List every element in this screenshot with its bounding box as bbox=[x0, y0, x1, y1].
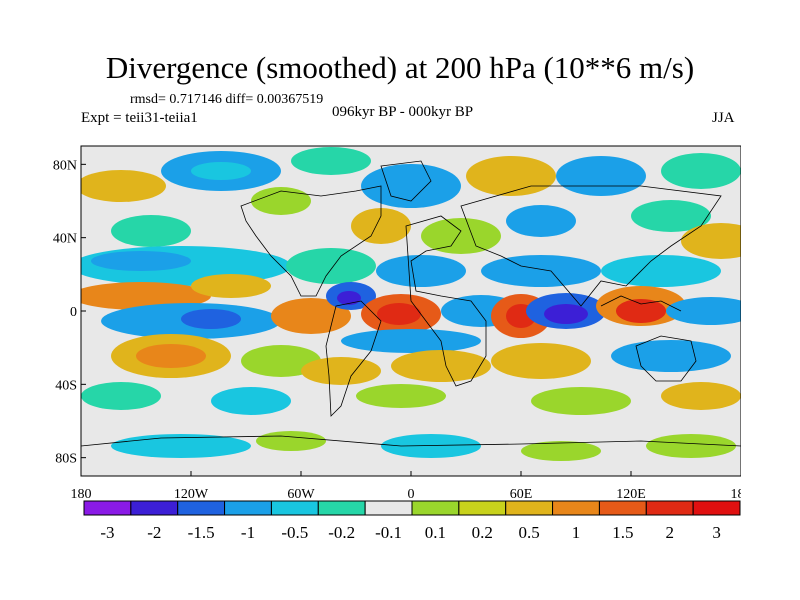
colorbar-box bbox=[177, 500, 226, 516]
colorbar-box bbox=[645, 500, 694, 516]
x-tick-label: 120E bbox=[616, 487, 646, 501]
axis-ticks bbox=[80, 163, 741, 476]
colorbar-box bbox=[458, 500, 507, 516]
colorbar-box bbox=[270, 500, 319, 516]
colorbar-label: 0.5 bbox=[519, 523, 540, 542]
colorbar-boxes bbox=[83, 500, 741, 516]
x-tick-label: 180 bbox=[71, 487, 92, 501]
y-tick-label: 40N bbox=[53, 232, 77, 247]
y-tick-label: 0 bbox=[70, 305, 77, 320]
colorbar-box bbox=[83, 500, 132, 516]
colorbar-label: -0.1 bbox=[375, 523, 402, 542]
x-tick-label: 60W bbox=[287, 487, 315, 501]
x-tick-label: 0 bbox=[408, 487, 415, 501]
colorbar-label: 3 bbox=[712, 523, 721, 542]
x-tick-label: 120W bbox=[174, 487, 209, 501]
y-tick-label: 80S bbox=[55, 452, 77, 467]
rmsd-label: rmsd= 0.717146 diff= 0.00367519 bbox=[130, 92, 324, 107]
season-label: JJA bbox=[712, 110, 735, 126]
x-axis-labels: 180 120W 60W 0 60E 120E 180 bbox=[71, 487, 742, 501]
colorbar-box bbox=[364, 500, 413, 516]
coastlines bbox=[81, 160, 741, 447]
colorbar-label: -0.5 bbox=[281, 523, 308, 542]
colorbar-label: 1 bbox=[572, 523, 581, 542]
colorbar-label: 0.1 bbox=[425, 523, 446, 542]
colorbar-label: 2 bbox=[665, 523, 674, 542]
colorbar-label: -1.5 bbox=[188, 523, 215, 542]
colorbar-labels: -3 -2 -1.5 -1 -0.5 -0.2 -0.1 0.1 0.2 0.5 1 1.5 2 3 bbox=[100, 523, 720, 542]
chart-title: Divergence (smoothed) at 200 hPa (10**6 … bbox=[105, 50, 695, 85]
colorbar-label: -3 bbox=[100, 523, 114, 542]
colorbar-box bbox=[224, 500, 272, 516]
colorbar-box bbox=[411, 500, 460, 516]
colorbar-label: -2 bbox=[147, 523, 161, 542]
colorbar-box bbox=[505, 500, 554, 516]
colorbar-box bbox=[598, 500, 647, 516]
period-label: 096kyr BP - 000kyr BP bbox=[332, 104, 474, 120]
colorbar-label: 1.5 bbox=[612, 523, 633, 542]
colorbar-box bbox=[552, 500, 600, 516]
colorbar-box bbox=[317, 500, 366, 516]
colorbar-label: 0.2 bbox=[472, 523, 493, 542]
x-tick-label: 60E bbox=[510, 487, 533, 501]
colorbar-label: -1 bbox=[241, 523, 255, 542]
y-tick-label: 40S bbox=[55, 378, 77, 393]
divergence-map: 80N 40N 0 40S 80S 180 120W 60W 0 60E 120E 180 bbox=[53, 145, 742, 501]
y-axis-labels: 80N 40N 0 40S 80S bbox=[53, 158, 77, 466]
x-tick-label: 180 bbox=[731, 487, 742, 501]
divergence-field bbox=[81, 147, 741, 461]
colorbar-label: -0.2 bbox=[328, 523, 355, 542]
experiment-label: Expt = teii31-teiia1 bbox=[81, 110, 198, 126]
colorbar: -3 -2 -1.5 -1 -0.5 -0.2 -0.1 0.1 0.2 0.5 1 1.5 2 3 bbox=[83, 500, 741, 542]
colorbar-box bbox=[692, 500, 741, 516]
y-tick-label: 80N bbox=[53, 158, 77, 173]
colorbar-box bbox=[130, 500, 179, 516]
